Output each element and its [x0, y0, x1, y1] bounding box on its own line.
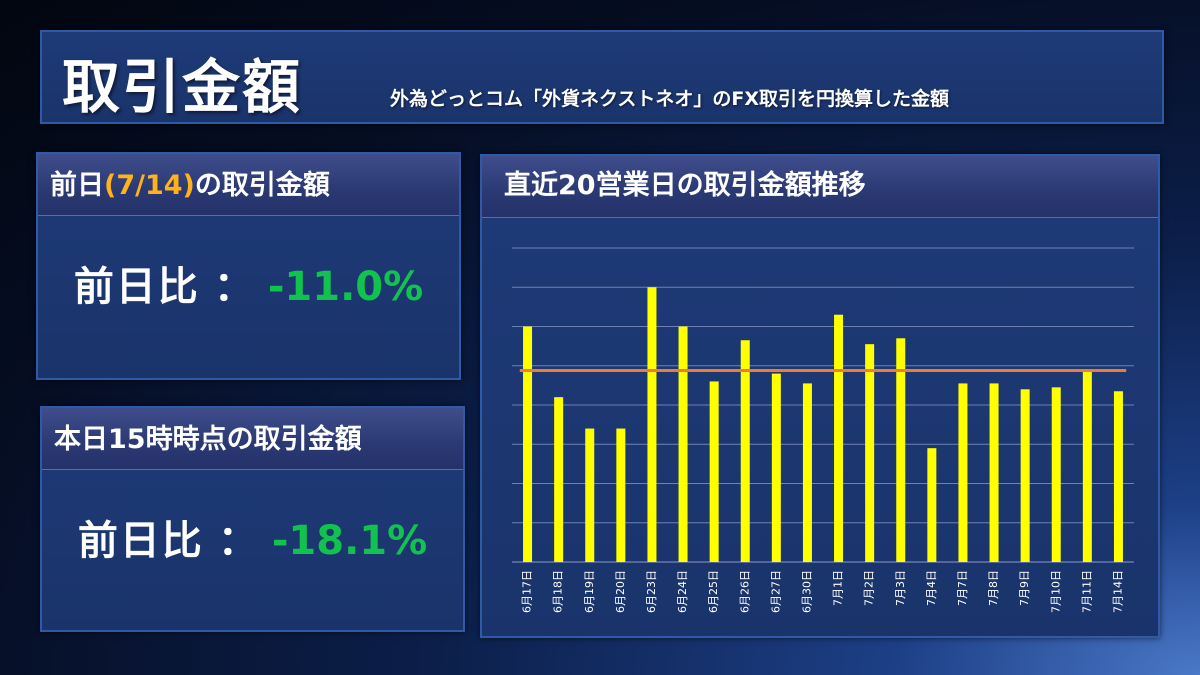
today-label: 前日比	[77, 518, 204, 564]
bar	[865, 344, 875, 562]
x-tick-label: 6月18日	[552, 570, 565, 613]
bar	[896, 338, 906, 562]
prev-day-colon: ：	[213, 264, 254, 310]
today-colon: ：	[217, 518, 258, 564]
x-tick-label: 7月2日	[863, 570, 876, 606]
bar	[523, 326, 533, 562]
x-tick-label: 6月19日	[583, 570, 596, 613]
x-tick-label: 7月1日	[832, 570, 845, 606]
today-stat: 前日比 ： -18.1%	[42, 508, 463, 566]
bar	[802, 383, 812, 562]
x-tick-label: 6月23日	[645, 570, 658, 613]
prev-day-value: -11.0%	[267, 264, 424, 310]
x-tick-label: 7月3日	[894, 570, 907, 606]
chart-title: 直近20営業日の取引金額推移	[482, 156, 1158, 218]
x-tick-label: 7月9日	[1018, 570, 1031, 606]
today-value: -18.1%	[271, 518, 428, 564]
bar	[678, 326, 688, 562]
bar	[554, 397, 564, 562]
prev-day-label: 前日比	[73, 264, 200, 310]
prev-day-header-suffix: の取引金額	[194, 170, 330, 201]
bar	[771, 373, 781, 562]
page-title: 取引金額	[62, 53, 303, 121]
bar	[585, 428, 595, 562]
bar	[647, 287, 657, 562]
prev-day-header-date: (7/14)	[104, 170, 195, 201]
prev-day-panel: 前日(7/14)の取引金額 前日比 ： -11.0%	[36, 152, 461, 380]
bar	[958, 383, 968, 562]
prev-day-header-prefix: 前日	[50, 170, 104, 201]
x-tick-label: 7月8日	[987, 570, 1000, 606]
x-tick-label: 6月17日	[521, 570, 534, 613]
bar	[616, 428, 626, 562]
x-tick-label: 7月14日	[1111, 570, 1124, 613]
page-subtitle: 外為どっとコム「外貨ネクストネオ」のFX取引を円換算した金額	[390, 88, 950, 110]
x-tick-label: 6月26日	[738, 570, 751, 613]
chart-panel: 直近20営業日の取引金額推移 6月17日 6月18日 6月19日 6月20日 6月23日…	[480, 154, 1160, 638]
bar	[1051, 387, 1061, 562]
title-panel: 取引金額 外為どっとコム「外貨ネクストネオ」のFX取引を円換算した金額	[40, 30, 1164, 124]
prev-day-stat: 前日比 ： -11.0%	[38, 254, 459, 312]
x-tick-label: 6月24日	[676, 570, 689, 613]
x-tick-label: 6月25日	[707, 570, 720, 613]
bar	[1082, 371, 1092, 562]
bar	[834, 314, 844, 562]
x-tick-label: 6月30日	[800, 570, 813, 613]
bar	[740, 340, 750, 562]
x-tick-label: 7月10日	[1049, 570, 1062, 613]
today-panel: 本日15時時点の取引金額 前日比 ： -18.1%	[40, 406, 465, 632]
bar	[989, 383, 999, 562]
x-tick-label: 7月11日	[1080, 570, 1093, 613]
prev-day-header: 前日(7/14)の取引金額	[38, 154, 459, 216]
bar	[927, 448, 937, 562]
today-header: 本日15時時点の取引金額	[42, 408, 463, 470]
x-tick-label: 7月4日	[925, 570, 938, 606]
x-tick-label: 7月7日	[956, 570, 969, 606]
bar	[1113, 391, 1123, 562]
bar-chart: 6月17日 6月18日 6月19日 6月20日 6月23日 6月24日 6月25日 6月26日…	[512, 247, 1134, 613]
bar	[1020, 389, 1030, 562]
x-tick-label: 6月27日	[769, 570, 782, 613]
bar	[709, 381, 719, 562]
x-tick-label: 6月20日	[614, 570, 627, 613]
